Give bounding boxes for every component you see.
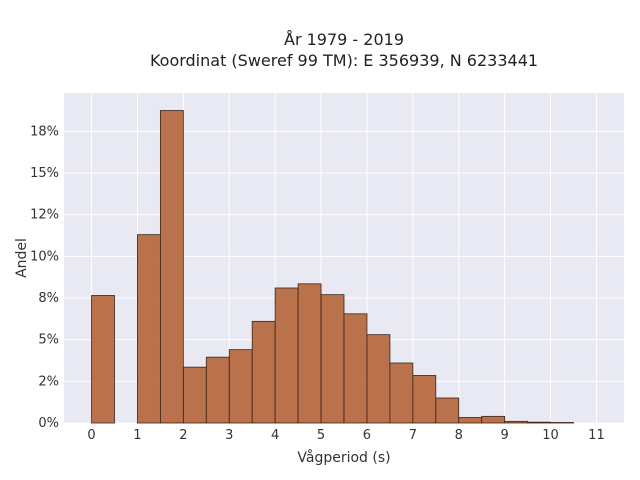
bar-10	[343, 313, 368, 424]
bar-6	[251, 320, 276, 424]
bar-3	[182, 366, 207, 424]
x-tick-label-2: 2	[179, 428, 187, 443]
bar-11	[366, 334, 391, 424]
y-tick-label-4: 10%	[30, 249, 59, 264]
y-tick-label-3: 8%	[38, 291, 59, 306]
bar-0	[91, 295, 115, 424]
bar-19	[550, 422, 574, 424]
x-tick-label-6: 6	[363, 428, 371, 443]
x-tick-label-8: 8	[455, 428, 463, 443]
bar-16	[481, 415, 506, 424]
bar-2	[159, 110, 184, 424]
bar-4	[205, 356, 230, 424]
bar-15	[458, 417, 483, 424]
y-axis-ticks: 0% 2% 5% 8% 10% 12% 15% 18%	[30, 124, 59, 431]
bar-9	[320, 294, 345, 424]
y-tick-label-2: 5%	[38, 333, 59, 348]
chart-title-line-1: År 1979 - 2019	[284, 30, 404, 49]
x-tick-label-11: 11	[588, 428, 605, 443]
bar-5	[228, 349, 253, 424]
bar-17	[504, 420, 529, 424]
bar-14	[435, 397, 460, 424]
x-tick-label-3: 3	[225, 428, 233, 443]
bar-12	[389, 362, 414, 424]
x-tick-label-4: 4	[271, 428, 279, 443]
chart-title-line-2: Koordinat (Sweref 99 TM): E 356939, N 62…	[150, 51, 538, 70]
x-tick-label-1: 1	[133, 428, 141, 443]
y-tick-label-7: 18%	[30, 124, 59, 139]
bar-8	[297, 283, 322, 424]
y-tick-label-5: 12%	[30, 208, 59, 223]
bars	[91, 110, 574, 424]
x-tick-label-5: 5	[317, 428, 325, 443]
bar-1	[137, 234, 161, 424]
y-tick-label-0: 0%	[38, 416, 59, 431]
x-tick-label-0: 0	[87, 428, 95, 443]
bar-13	[412, 375, 437, 424]
y-tick-label-1: 2%	[38, 374, 59, 389]
x-axis-label: Vågperiod (s)	[297, 449, 390, 466]
bar-7	[274, 287, 299, 424]
x-tick-label-10: 10	[542, 428, 559, 443]
x-axis-ticks: 0 1 2 3 4 5 6 7 8 9 10 11	[87, 428, 604, 443]
y-axis-label: Andel	[14, 238, 30, 278]
y-tick-label-6: 15%	[30, 166, 59, 181]
bar-18	[527, 421, 551, 424]
x-tick-label-9: 9	[501, 428, 509, 443]
x-tick-label-7: 7	[409, 428, 417, 443]
